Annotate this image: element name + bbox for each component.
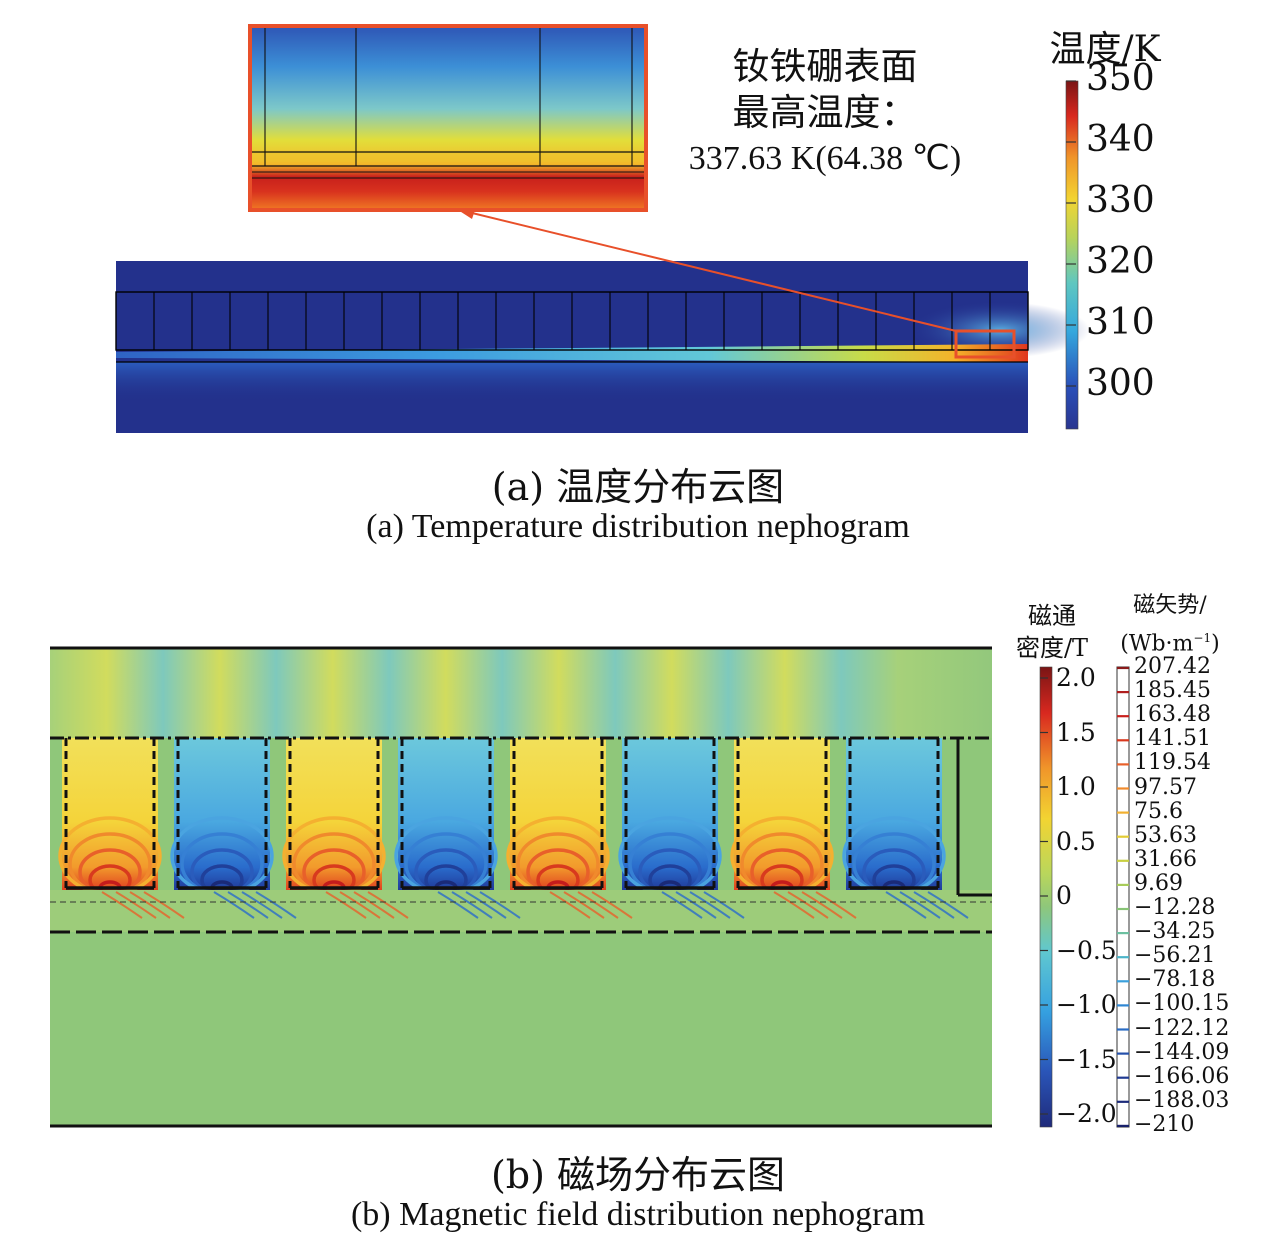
temp-tick-label: 320 [1086, 241, 1155, 282]
potential-title-line1: 磁矢势/ [1133, 593, 1207, 618]
potential-tick-label: −34.25 [1134, 919, 1216, 945]
zoom-inset [248, 24, 648, 212]
flux-tick-label: 1.5 [1056, 717, 1096, 747]
potential-tick-label: −166.06 [1134, 1063, 1230, 1089]
flux-title-line2: 密度/T [1015, 634, 1089, 662]
potential-tick-label: −78.18 [1134, 967, 1216, 993]
flux-colorbar [1039, 666, 1053, 1128]
flux-title-line1: 磁通 [1028, 602, 1076, 630]
potential-tick-label: −12.28 [1134, 895, 1216, 920]
temp-colorbar-title: 温度/K [1049, 29, 1161, 70]
potential-tick-label: −56.21 [1134, 943, 1216, 969]
potential-tick-label: 53.63 [1134, 822, 1197, 848]
potential-tick-label: 163.48 [1134, 702, 1211, 728]
flux-tick-label: −2.0 [1056, 1099, 1117, 1128]
potential-title-line2: (Wb·m−1) [1120, 631, 1220, 657]
potential-tick-label: 141.51 [1134, 726, 1211, 752]
potential-tick-label: −188.03 [1134, 1087, 1230, 1113]
potential-tick-label: 185.45 [1134, 678, 1211, 704]
temp-tick-label: 310 [1086, 302, 1155, 343]
caption-b-zh: (b) 磁场分布云图 [490, 1153, 786, 1197]
potential-legend-title: 磁矢势/ (Wb·m−1) [1108, 590, 1232, 660]
temperature-plot [115, 24, 1090, 433]
flux-tick-label: −1.0 [1056, 990, 1117, 1019]
potential-tick-label: −210 [1134, 1111, 1195, 1137]
annotation-line3: 337.63 K(64.38 ℃) [688, 140, 962, 177]
caption-b-en: (b) Magnetic field distribution nephogra… [350, 1196, 926, 1233]
annotation-line2: 最高温度： [732, 91, 918, 134]
flux-tick-label: −0.5 [1056, 935, 1117, 965]
flux-colorbar-title: 磁通 密度/T [1008, 600, 1096, 664]
flux-tick-label: 1.0 [1056, 772, 1096, 801]
temp-tick-label: 330 [1086, 180, 1155, 221]
flux-tick-label: 0.5 [1056, 826, 1096, 856]
potential-tick-label: 9.69 [1134, 870, 1183, 896]
potential-tick-label: 97.57 [1134, 774, 1197, 800]
potential-legend [1116, 666, 1130, 1128]
flux-tick-label: 2.0 [1056, 663, 1096, 692]
annotation-line1: 钕铁硼表面 [732, 45, 918, 88]
caption-a-zh: (a) 温度分布云图 [491, 465, 785, 509]
flux-tick-label: −1.5 [1056, 1044, 1117, 1074]
magnetic-field-plot [50, 646, 1130, 1128]
caption-a-en: (a) Temperature distribution nephogram [366, 508, 910, 545]
flux-tick-label: 0 [1056, 881, 1072, 910]
potential-tick-label: −144.09 [1134, 1039, 1230, 1065]
temperature-colorbar [1065, 80, 1079, 430]
potential-tick-label: 31.66 [1134, 846, 1197, 872]
potential-tick-label: −100.15 [1134, 991, 1230, 1017]
highlight-box [954, 329, 1016, 359]
max-temp-annotation: 钕铁硼表面 最高温度： 337.63 K(64.38 ℃) [660, 44, 990, 182]
potential-tick-label: 207.42 [1134, 654, 1211, 679]
temp-tick-label: 300 [1086, 363, 1155, 404]
potential-tick-label: 119.54 [1134, 750, 1211, 776]
potential-tick-label: −122.12 [1134, 1015, 1230, 1041]
temp-tick-label: 340 [1086, 119, 1155, 160]
potential-tick-label: 75.6 [1134, 798, 1183, 824]
temp-tick-label: 350 [1086, 58, 1155, 99]
